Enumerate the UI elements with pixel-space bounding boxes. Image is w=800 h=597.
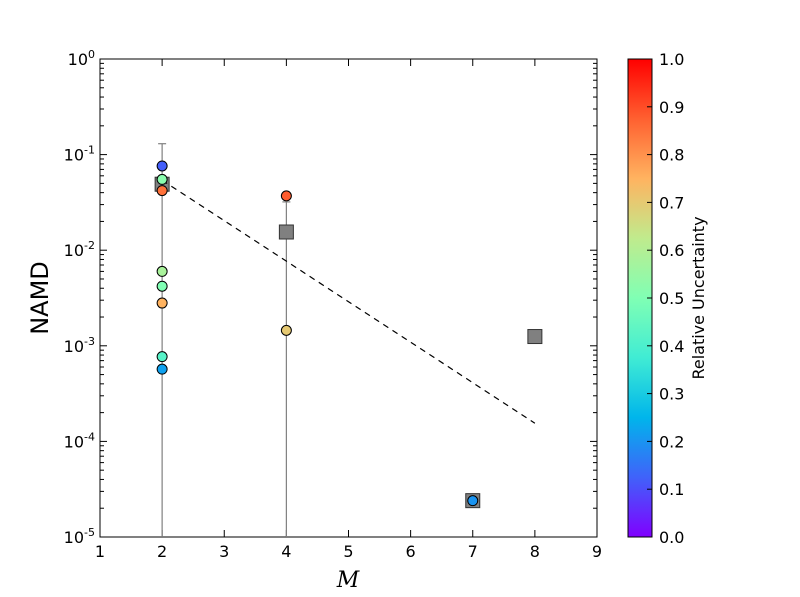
mean-marker [278,224,294,240]
y-tick-label: 100 [68,48,95,69]
y-tick-label: 10-3 [64,335,95,356]
data-point [156,265,168,277]
y-tick-label: 10-5 [64,526,95,547]
x-tick-label: 1 [95,542,105,561]
data-point [156,160,168,172]
x-tick-label: 4 [281,542,291,561]
data-point [280,190,292,202]
colorbar-tick-label: 0.8 [659,146,684,165]
y-axis-label: NAMD [26,261,54,335]
colorbar-tick-label: 0.1 [659,480,684,499]
x-tick-label: 8 [530,542,540,561]
colorbar-tick-label: 0.6 [659,241,684,260]
colorbar-label: Relative Uncertainty [689,216,708,379]
data-point [156,185,168,197]
x-tick-label: 9 [592,542,602,561]
x-tick-label: 2 [157,542,167,561]
data-point [156,280,168,292]
data-point [156,363,168,375]
fit-line [161,179,536,424]
plot-area [99,58,598,538]
x-axis-label: M [336,568,360,593]
data-point [467,495,479,507]
x-tick-label: 6 [406,542,416,561]
x-tick-label: 3 [219,542,229,561]
data-point [280,324,292,336]
mean-marker [527,329,543,345]
data-point [156,297,168,309]
colorbar-tick-label: 0.5 [659,289,684,308]
data-point [156,173,168,185]
y-tick-label: 10-1 [64,144,95,165]
colorbar-tick-label: 0.0 [659,528,684,547]
x-tick-label: 7 [468,542,478,561]
colorbar-tick-label: 0.2 [659,432,684,451]
x-tick-label: 5 [343,542,353,561]
colorbar-tick-label: 0.9 [659,98,684,117]
y-tick-label: 10-4 [64,430,95,451]
data-point [156,351,168,363]
y-tick-label: 10-2 [64,239,95,260]
colorbar-tick-label: 1.0 [659,50,684,69]
colorbar-tick-label: 0.4 [659,337,684,356]
colorbar-tick-label: 0.3 [659,385,684,404]
colorbar-tick-label: 0.7 [659,193,684,212]
